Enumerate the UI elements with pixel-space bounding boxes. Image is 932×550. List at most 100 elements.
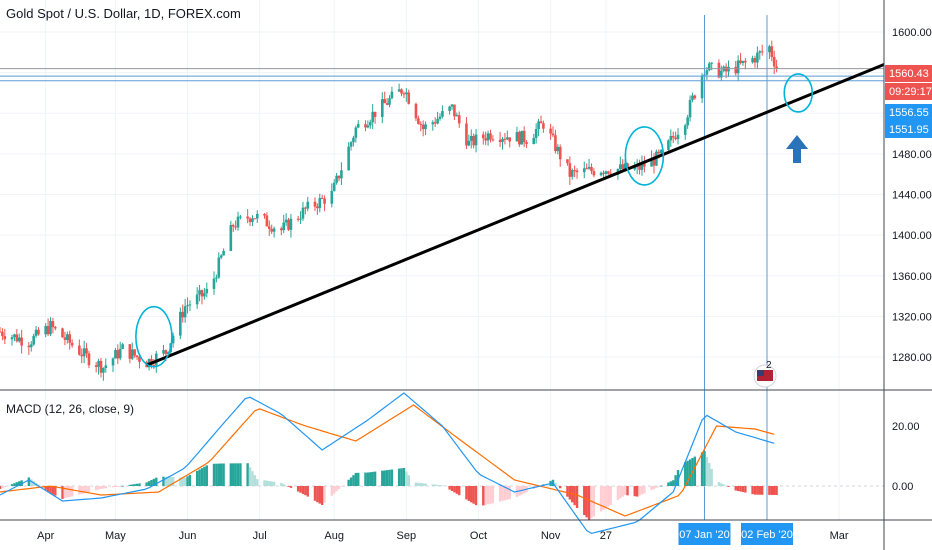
- candle-body: [37, 329, 40, 335]
- macd-histogram-bar: [775, 486, 778, 495]
- macd-histogram-bar: [590, 486, 593, 519]
- candle-body: [717, 62, 721, 78]
- macd-histogram-bar: [150, 480, 153, 486]
- date-badge: [678, 523, 731, 545]
- macd-histogram-bar: [686, 460, 689, 486]
- candle-body: [650, 158, 653, 167]
- candle-body: [66, 334, 69, 340]
- price-badge-label: 1556.55: [889, 107, 929, 119]
- macd-histogram-bar: [756, 486, 759, 495]
- us-flag-icon: [757, 370, 773, 381]
- candle-body: [441, 110, 444, 117]
- macd-histogram-bar: [198, 469, 201, 486]
- macd-histogram-bar: [575, 486, 579, 508]
- macd-histogram-bar: [400, 468, 403, 486]
- macd-histogram-bar: [436, 484, 439, 486]
- macd-histogram-bar: [335, 486, 338, 492]
- candle-body: [78, 345, 81, 355]
- macd-histogram-bar: [203, 466, 206, 486]
- candle-body: [200, 290, 204, 297]
- macd-histogram-bar: [63, 486, 67, 499]
- us-flag-canton: [757, 370, 764, 376]
- macd-histogram-bar: [467, 486, 471, 501]
- candle-body: [481, 134, 485, 139]
- candle-body: [301, 207, 305, 219]
- grid: [0, 0, 884, 520]
- candle-body: [640, 162, 644, 170]
- candle-body: [388, 98, 391, 105]
- macd-histogram-bar: [337, 486, 341, 489]
- macd-histogram-bar: [296, 486, 300, 492]
- candle-body: [558, 146, 562, 160]
- macd-histogram-bar: [304, 486, 307, 496]
- trendline: [146, 63, 885, 367]
- price-badge: [885, 83, 932, 100]
- macd-histogram-bar: [116, 486, 120, 487]
- macd-histogram-bar: [313, 486, 317, 501]
- price-badge: [885, 121, 932, 138]
- candle-body: [727, 66, 730, 72]
- macd-histogram-bar: [169, 477, 172, 486]
- macd-histogram-bar: [650, 486, 653, 491]
- candle-body: [486, 133, 490, 141]
- candle-body: [626, 163, 629, 170]
- candle-body: [313, 201, 317, 207]
- candle-body: [80, 354, 84, 357]
- candle-body: [82, 348, 86, 357]
- candle-body: [383, 99, 386, 104]
- macd-histogram-bar: [340, 486, 343, 487]
- flag-count: 2: [766, 360, 772, 371]
- candle-body: [195, 294, 199, 305]
- macd-histogram-bar: [708, 462, 711, 486]
- candle-body: [484, 138, 487, 141]
- macd-histogram-bar: [501, 486, 504, 501]
- candle-body: [407, 92, 411, 104]
- candle-body: [251, 218, 254, 222]
- macd-histogram-bar: [352, 475, 355, 486]
- candle-body: [332, 182, 336, 191]
- macd-histogram-bar: [604, 486, 608, 509]
- signal-line: [0, 404, 775, 517]
- macd-histogram-bar: [357, 472, 360, 486]
- candle-body: [205, 288, 209, 294]
- time-tick-label: Apr: [37, 530, 54, 542]
- macd-histogram-bar: [15, 482, 19, 486]
- macd-histogram-bar: [700, 452, 704, 486]
- macd-histogram-bar: [599, 486, 603, 512]
- macd-histogram-bar: [70, 486, 74, 497]
- macd-histogram-bar: [703, 451, 706, 486]
- macd-histogram-bar: [717, 482, 721, 486]
- macd-histogram-bar: [282, 484, 285, 486]
- candle-body: [570, 170, 574, 177]
- candle-body: [320, 197, 324, 199]
- candle-body: [753, 58, 757, 63]
- macd-histogram-bar: [248, 467, 252, 486]
- candle-body: [289, 218, 293, 230]
- candle-body: [518, 132, 521, 145]
- macd-histogram-bar: [18, 481, 21, 486]
- candle-body: [284, 219, 288, 223]
- price-tick-label: 1320.00: [892, 311, 932, 323]
- macd-histogram-bar: [760, 486, 764, 495]
- macd-histogram-bar: [104, 486, 107, 489]
- candle-body: [522, 130, 526, 143]
- candle-body: [296, 218, 300, 220]
- candle-body: [179, 311, 182, 336]
- price-tick-label: 1280.00: [892, 352, 932, 364]
- candle-body: [537, 121, 540, 130]
- candle-body: [501, 138, 504, 142]
- price-badge: [885, 65, 932, 82]
- time-tick-label: Jun: [179, 530, 197, 542]
- macd-histogram-bar: [200, 468, 204, 486]
- time-tick-label: 27: [600, 530, 612, 542]
- candle-body: [587, 166, 591, 169]
- macd-histogram-bar: [585, 486, 588, 518]
- candle-body: [111, 358, 115, 366]
- macd-histogram-bar: [414, 482, 418, 486]
- macd-histogram-bar: [299, 486, 302, 493]
- candle-body: [623, 163, 627, 170]
- price-badge-label: 1560.43: [889, 68, 929, 80]
- macd-histogram-bar: [284, 485, 288, 487]
